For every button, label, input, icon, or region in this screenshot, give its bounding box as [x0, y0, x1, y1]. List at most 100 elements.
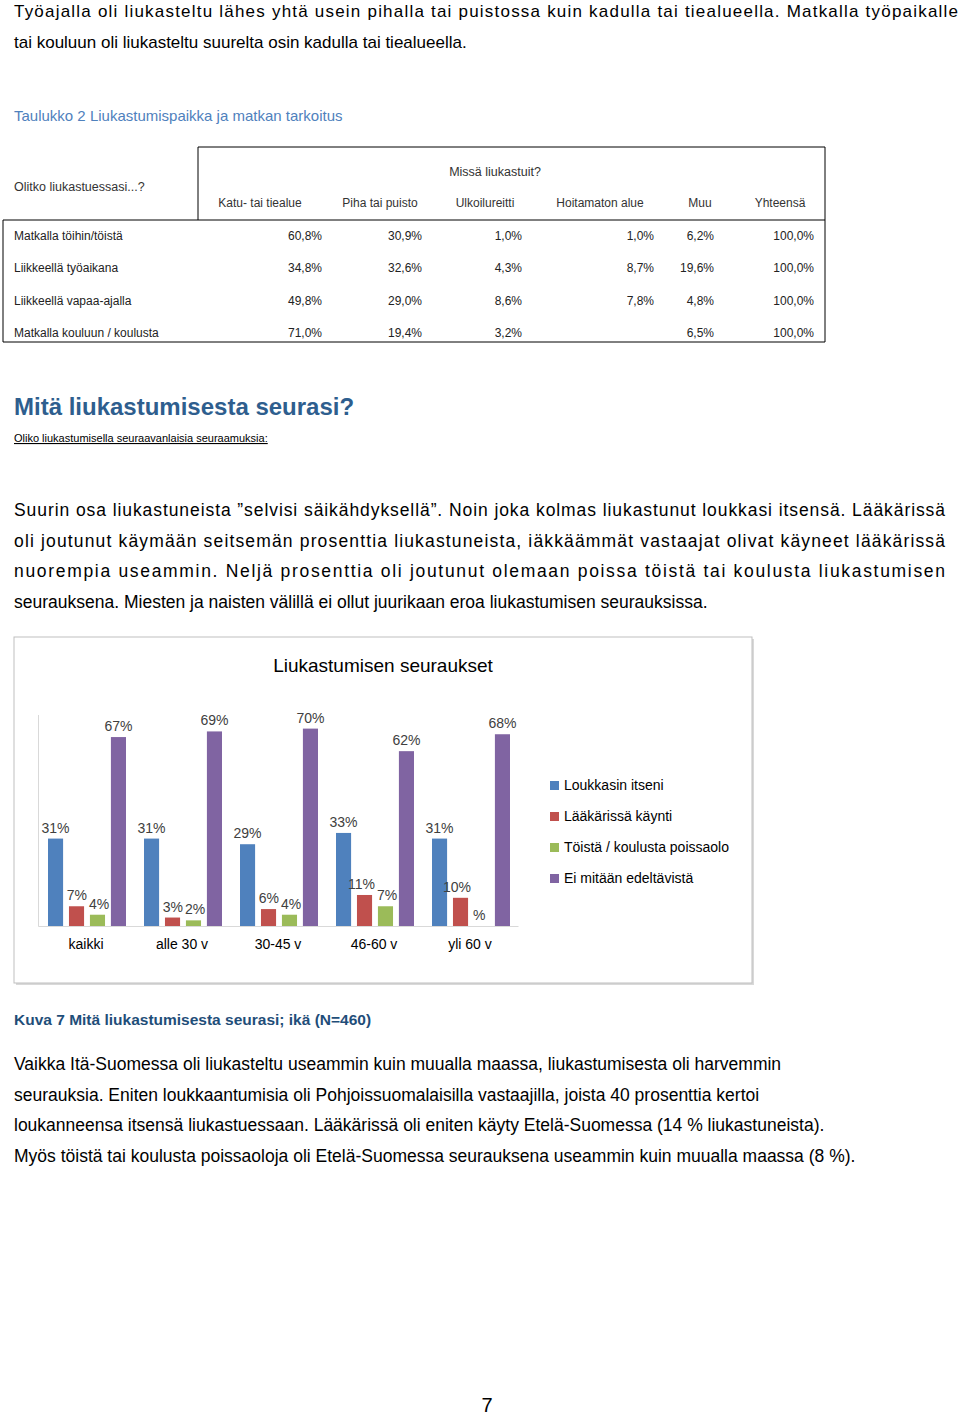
page-canvas: Työajalla oli liukasteltu lähes yhtä use… — [0, 0, 960, 1417]
x-tick-label: alle 30 v — [156, 936, 208, 952]
page: Työajalla oli liukasteltu lähes yhtä use… — [0, 0, 960, 1417]
bar — [303, 729, 318, 926]
table-caption: Taulukko 2 Liukastumispaikka ja matkan t… — [14, 107, 343, 124]
data-labels: 31%31%29%33%31%7%3%6%11%10%4%2%4%7%%67%6… — [42, 710, 517, 923]
legend-label: Loukkasin itseni — [564, 777, 664, 793]
bar — [240, 844, 255, 926]
x-tick-label: yli 60 v — [448, 936, 492, 952]
bar — [495, 734, 510, 926]
bar — [111, 737, 126, 926]
chart: Liukastumisen seuraukset kaikki alle 30 v 3… — [14, 637, 754, 985]
data-label: 68% — [488, 715, 516, 731]
x-tick-label: 30-45 v — [255, 936, 302, 952]
table-border — [3, 220, 825, 221]
chart-frame — [14, 637, 752, 983]
intro-paragraph: Työajalla oli liukasteltu lähes yhtä use… — [14, 2, 958, 52]
table-cell: 71,0% — [288, 326, 322, 340]
table-cell: 29,0% — [388, 294, 422, 308]
x-axis-line — [39, 926, 519, 927]
bar — [186, 920, 201, 926]
data-label: 3% — [163, 899, 183, 915]
body-paragraph-line: oli joutunut käymään seitsemän prosentti… — [14, 531, 945, 551]
table-cell: 34,8% — [288, 261, 322, 275]
body-paragraph-line: seurauksena. Miesten ja naisten välillä … — [14, 592, 708, 612]
table-column-header: Katu- tai tiealue — [218, 196, 302, 210]
table-cell: 30,9% — [388, 229, 422, 243]
body2-paragraph-line: Myös töistä tai koulusta poissaoloja oli… — [14, 1146, 855, 1166]
bar — [207, 731, 222, 926]
y-axis-line — [38, 715, 39, 927]
data-label: 4% — [281, 896, 301, 912]
table-border — [198, 147, 825, 148]
bar — [453, 898, 468, 926]
data-label: 11% — [348, 876, 375, 892]
legend-swatch — [550, 781, 559, 790]
page-number: 7 — [481, 1394, 492, 1416]
x-tick: 30-45 v — [255, 926, 302, 952]
table-cell: 32,6% — [388, 261, 422, 275]
body2-paragraph-line: Vaikka Itä-Suomessa oli liukasteltu usea… — [14, 1054, 781, 1074]
data-label: 31% — [138, 820, 166, 836]
body-paragraph-line: Suurin osa liukastuneista ”selvisi säikä… — [14, 500, 945, 520]
table-column-header: Ulkoilureitti — [456, 196, 515, 210]
bar — [90, 915, 105, 926]
table-cell: 19,6% — [680, 261, 714, 275]
section-heading: Mitä liukastumisesta seurasi? — [14, 393, 354, 420]
intro-paragraph-line: tai kouluun oli liukasteltu suurelta osi… — [14, 33, 467, 52]
legend-label: Ei mitään edeltävistä — [564, 870, 693, 886]
x-tick-label: kaikki — [68, 936, 103, 952]
table-cell: 49,8% — [288, 294, 322, 308]
figure-caption: Kuva 7 Mitä liukastumisesta seurasi; ikä… — [14, 1011, 371, 1028]
table-cell: 19,4% — [388, 326, 422, 340]
bar — [357, 895, 372, 926]
legend-label: Töistä / koulusta poissaolo — [564, 839, 729, 855]
data-label: 70% — [296, 710, 324, 726]
data-label: % — [473, 907, 485, 923]
intro-paragraph-line: Työajalla oli liukasteltu lähes yhtä use… — [14, 2, 958, 21]
bar — [261, 909, 276, 926]
bar — [399, 751, 414, 926]
body2-paragraph: Vaikka Itä-Suomessa oli liukasteltu usea… — [14, 1054, 855, 1166]
table-column-header: Piha tai puisto — [342, 196, 418, 210]
table-row-label: Liikkeellä työaikana — [14, 261, 118, 275]
legend-swatch — [550, 874, 559, 883]
table-cell: 8,6% — [495, 294, 523, 308]
legend-label: Lääkärissä käynti — [564, 808, 672, 824]
data-label: 7% — [377, 887, 397, 903]
table-cell: 4,8% — [687, 294, 715, 308]
table-cell: 4,3% — [495, 261, 523, 275]
table-cell: 1,0% — [495, 229, 523, 243]
table-column-group: Missä liukastuit? — [449, 165, 541, 179]
table-cell: 60,8% — [288, 229, 322, 243]
data-label: 4% — [89, 896, 109, 912]
table-cell: 6,2% — [687, 229, 715, 243]
legend-swatch — [550, 812, 559, 821]
table-cell: 7,8% — [627, 294, 655, 308]
x-tick: alle 30 v — [156, 926, 208, 952]
legend-swatch — [550, 843, 559, 852]
table-border — [825, 147, 826, 342]
x-tick: 46-60 v — [351, 926, 398, 952]
data-label: 2% — [185, 901, 205, 917]
x-tick: kaikki — [68, 926, 103, 952]
body-paragraph: Suurin osa liukastuneista ”selvisi säikä… — [14, 500, 945, 612]
table-row-header: Olitko liukastuessasi...? — [14, 180, 145, 194]
table-column-header: Hoitamaton alue — [556, 196, 644, 210]
chart-title: Liukastumisen seuraukset — [273, 655, 493, 676]
x-tick: yli 60 v — [448, 926, 492, 952]
table-cell: 1,0% — [627, 229, 655, 243]
table-cell: 100,0% — [773, 294, 814, 308]
table-border — [3, 342, 825, 343]
x-tick-label: 46-60 v — [351, 936, 398, 952]
table-row-label: Liikkeellä vapaa-ajalla — [14, 294, 132, 308]
table-border — [3, 220, 4, 342]
data-label: 62% — [392, 732, 420, 748]
table-cell: 3,2% — [495, 326, 523, 340]
table-cell: 6,5% — [687, 326, 715, 340]
table-cell: 8,7% — [627, 261, 655, 275]
bar — [48, 839, 63, 926]
table-cell: 100,0% — [773, 229, 814, 243]
data-label: 10% — [443, 879, 471, 895]
x-axis: kaikki alle 30 v 30-45 v 46-60 v yli 60 v — [39, 926, 519, 952]
data-label: 31% — [426, 820, 454, 836]
